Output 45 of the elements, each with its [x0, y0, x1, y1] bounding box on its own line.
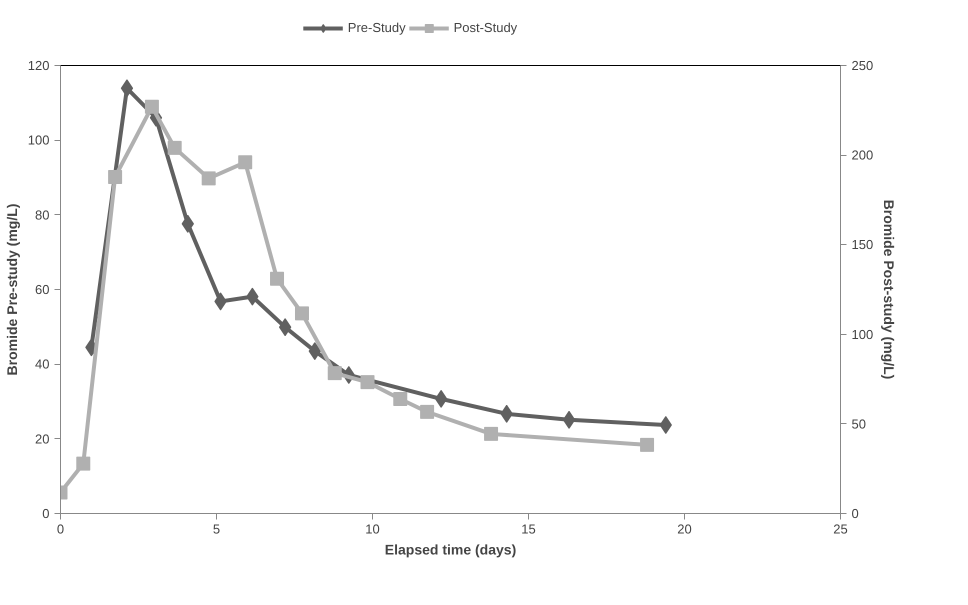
x-tick-label: 10	[365, 522, 380, 536]
point	[278, 318, 292, 336]
point	[214, 292, 227, 310]
point	[500, 404, 513, 423]
y2-axis-title: Bromide Post-study (mg/L)	[881, 200, 898, 380]
y2-tick-label: 100	[852, 326, 874, 342]
point	[640, 438, 654, 452]
point	[108, 170, 122, 184]
point	[393, 392, 408, 406]
x-tick-label: 5	[212, 522, 220, 536]
point	[328, 366, 342, 380]
point	[202, 171, 216, 186]
point	[270, 272, 284, 286]
y-tick-label: 20	[35, 431, 50, 446]
point	[246, 288, 259, 306]
y-tick-label: 80	[35, 207, 50, 222]
point	[420, 404, 434, 419]
legend-label: Pre-Study	[348, 20, 406, 35]
legend-label: Post-Study	[454, 20, 518, 35]
point	[294, 306, 309, 320]
y2-tick-label: 200	[852, 148, 874, 163]
point	[144, 100, 159, 114]
x-axis-title: Elapsed time (days)	[384, 542, 516, 558]
y2-tick-label: 150	[852, 237, 874, 252]
x-tick-label: 0	[56, 522, 64, 536]
y-axis-title: Bromide Pre-study (mg/L)	[4, 204, 20, 376]
y-tick-label: 100	[28, 132, 50, 148]
y2-tick-label: 0	[852, 506, 859, 521]
y2-tick-label: 50	[852, 416, 866, 432]
point	[360, 375, 375, 390]
point	[120, 79, 134, 98]
point	[238, 155, 252, 170]
x-tick-label: 20	[677, 522, 692, 536]
point	[562, 410, 576, 429]
point	[76, 456, 90, 471]
y-tick-label: 60	[35, 282, 50, 297]
y2-tick-label: 250	[852, 58, 874, 73]
point	[168, 140, 182, 155]
x-tick-label: 25	[833, 522, 848, 536]
y-tick-label: 120	[28, 58, 50, 73]
y-tick-label: 40	[35, 356, 50, 372]
point	[434, 390, 448, 408]
x-tick-label: 15	[521, 522, 536, 536]
y-tick-label: 0	[42, 506, 50, 521]
point	[484, 426, 498, 441]
